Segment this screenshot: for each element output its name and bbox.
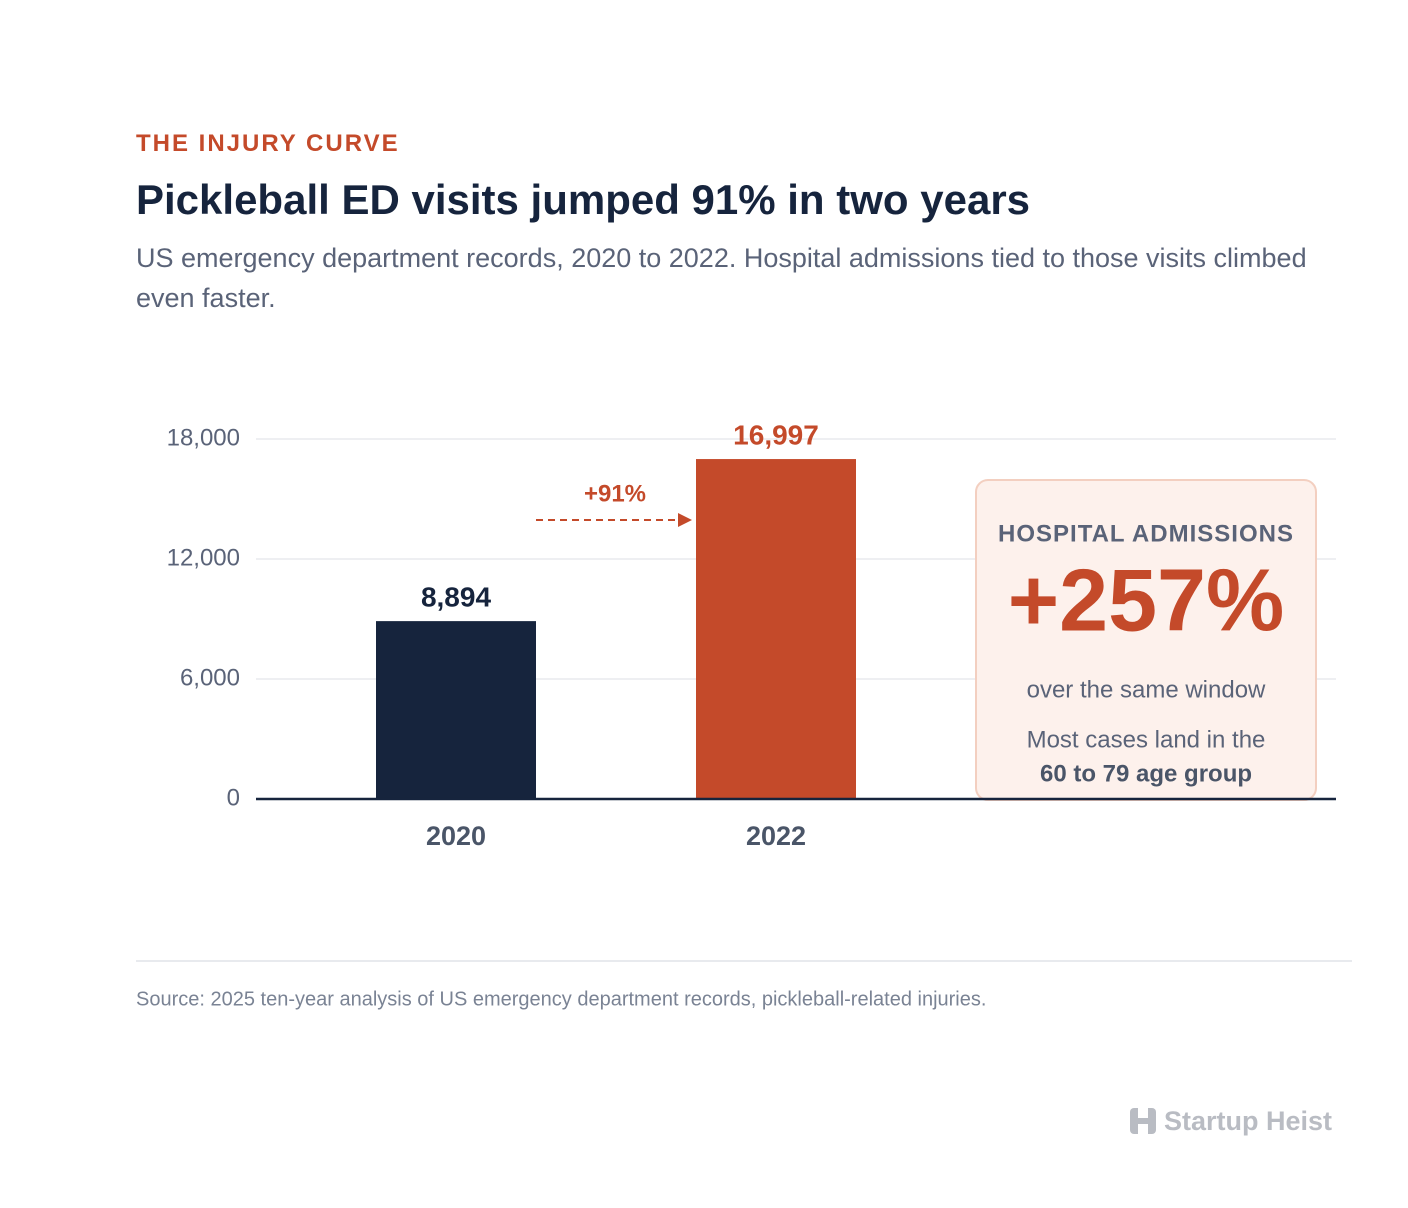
x-tick-label: 2020	[426, 821, 486, 851]
brand: Startup Heist	[1164, 1106, 1332, 1136]
brand-icon-cut	[1138, 1124, 1148, 1134]
annotation-arrowhead	[678, 513, 692, 527]
annotation: +91%	[584, 480, 646, 507]
callout-note: Most cases land in the	[1027, 726, 1266, 753]
callout-heading: HOSPITAL ADMISSIONS	[998, 520, 1294, 547]
subtitle: US emergency department records, 2020 to…	[136, 243, 1307, 313]
brand-icon-cut	[1138, 1108, 1148, 1118]
bar	[696, 459, 856, 799]
bar	[376, 621, 536, 799]
callout-value: +257%	[1008, 550, 1284, 649]
y-tick-label: 12,000	[167, 544, 240, 571]
eyebrow: THE INJURY CURVE	[136, 130, 400, 157]
y-tick-label: 6,000	[180, 664, 240, 691]
value-label: 8,894	[421, 582, 491, 613]
x-tick-label: 2022	[746, 821, 806, 851]
y-tick-label: 18,000	[167, 424, 240, 451]
callout-note-emphasis: 60 to 79 age group	[1040, 760, 1252, 787]
callout-caption: over the same window	[1027, 676, 1266, 703]
y-tick-label: 0	[227, 784, 240, 811]
brand-icon	[1130, 1108, 1156, 1134]
chart-title: Pickleball ED visits jumped 91% in two y…	[136, 176, 1031, 223]
source: Source: 2025 ten-year analysis of US eme…	[136, 988, 986, 1010]
value-label: 16,997	[733, 419, 819, 450]
